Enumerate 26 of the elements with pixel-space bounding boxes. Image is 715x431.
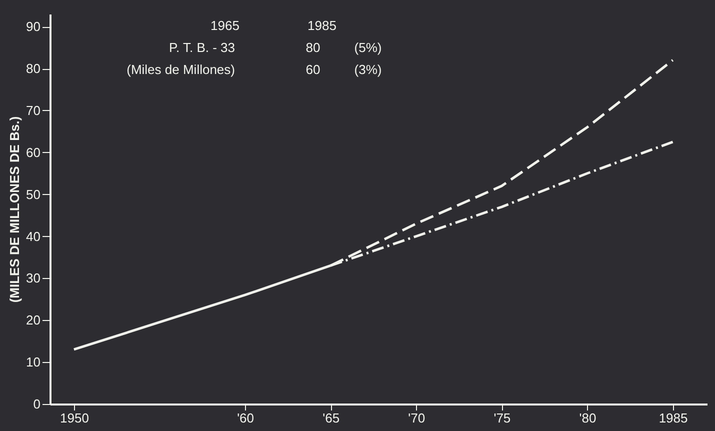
y-tick-label: 70 — [26, 102, 40, 118]
y-tick-label: 10 — [26, 354, 40, 370]
y-tick-label: 90 — [26, 19, 40, 34]
y-tick-label: 60 — [26, 144, 40, 160]
annotation: 1985 — [308, 18, 336, 33]
y-tick-label: 0 — [33, 396, 40, 412]
y-tick-label: 80 — [26, 61, 40, 76]
y-tick-label: 20 — [26, 312, 40, 328]
x-tick-label: '75 — [494, 410, 511, 426]
x-tick-label: '80 — [579, 410, 596, 426]
annotation: (5%) — [354, 40, 382, 55]
y-tick-label: 50 — [26, 186, 40, 202]
annotation: 60 — [306, 62, 320, 77]
x-tick-label: 1985 — [658, 410, 688, 426]
annotation: P. T. B. - 33 — [168, 40, 235, 55]
annotation: 80 — [306, 40, 320, 55]
x-tick-label: '70 — [408, 410, 426, 426]
y-axis-title: (MILES DE MILLONES DE Bs.) — [7, 116, 22, 303]
x-tick-label: 1950 — [60, 410, 89, 426]
x-tick-label: '65 — [322, 410, 340, 426]
y-tick-label: 40 — [26, 228, 40, 244]
annotation: (Miles de Millones) — [126, 62, 235, 77]
annotation: (3%) — [354, 62, 382, 77]
x-tick-label: '60 — [237, 410, 254, 426]
annotation: 1965 — [210, 18, 240, 33]
y-tick-label: 30 — [26, 270, 40, 286]
